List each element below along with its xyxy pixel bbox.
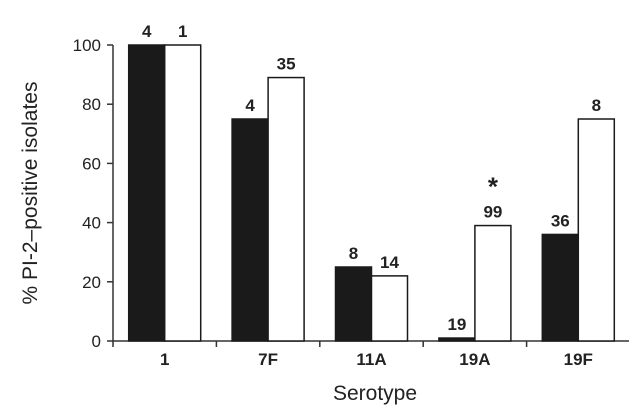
bar-white <box>370 275 409 342</box>
significance-marker: * <box>488 172 499 202</box>
bars <box>127 44 616 342</box>
bar-white <box>163 44 202 342</box>
bar-black <box>231 118 269 342</box>
y-tick-label: 60 <box>82 154 101 173</box>
y-tick-label: 80 <box>82 95 101 114</box>
bar-white <box>267 76 305 342</box>
bar-black <box>438 337 476 342</box>
bar-white <box>577 118 616 342</box>
bar-black <box>541 233 580 342</box>
x-category-label: 19A <box>459 350 490 369</box>
bar-data-label: 1 <box>178 22 187 41</box>
bar-data-label: 8 <box>592 96 601 115</box>
bar-data-label: 4 <box>245 96 255 115</box>
bar-data-label: 19 <box>447 315 466 334</box>
bar-data-label: 14 <box>380 253 399 272</box>
bar-white <box>474 224 512 342</box>
x-category-label: 7F <box>258 350 278 369</box>
y-axis-title: % PI-2–positive isolates <box>19 82 42 305</box>
bar-data-label: 8 <box>349 244 358 263</box>
x-axis-title: Serotype <box>333 382 417 405</box>
y-tick-label: 20 <box>82 273 101 292</box>
bar-data-label: 36 <box>551 211 570 230</box>
y-tick-label: 100 <box>73 36 101 55</box>
x-category-label: 11A <box>356 350 386 369</box>
y-tick-label: 40 <box>82 214 101 233</box>
y-tick-label: 0 <box>92 332 101 351</box>
bar-black <box>334 266 373 342</box>
x-category-label: 19F <box>564 350 593 369</box>
bar-black <box>127 44 166 342</box>
x-category-label: 1 <box>160 350 169 369</box>
bar-data-label: 4 <box>142 22 152 41</box>
bar-data-label: 99 <box>483 203 502 222</box>
bar-data-label: 35 <box>277 55 296 74</box>
